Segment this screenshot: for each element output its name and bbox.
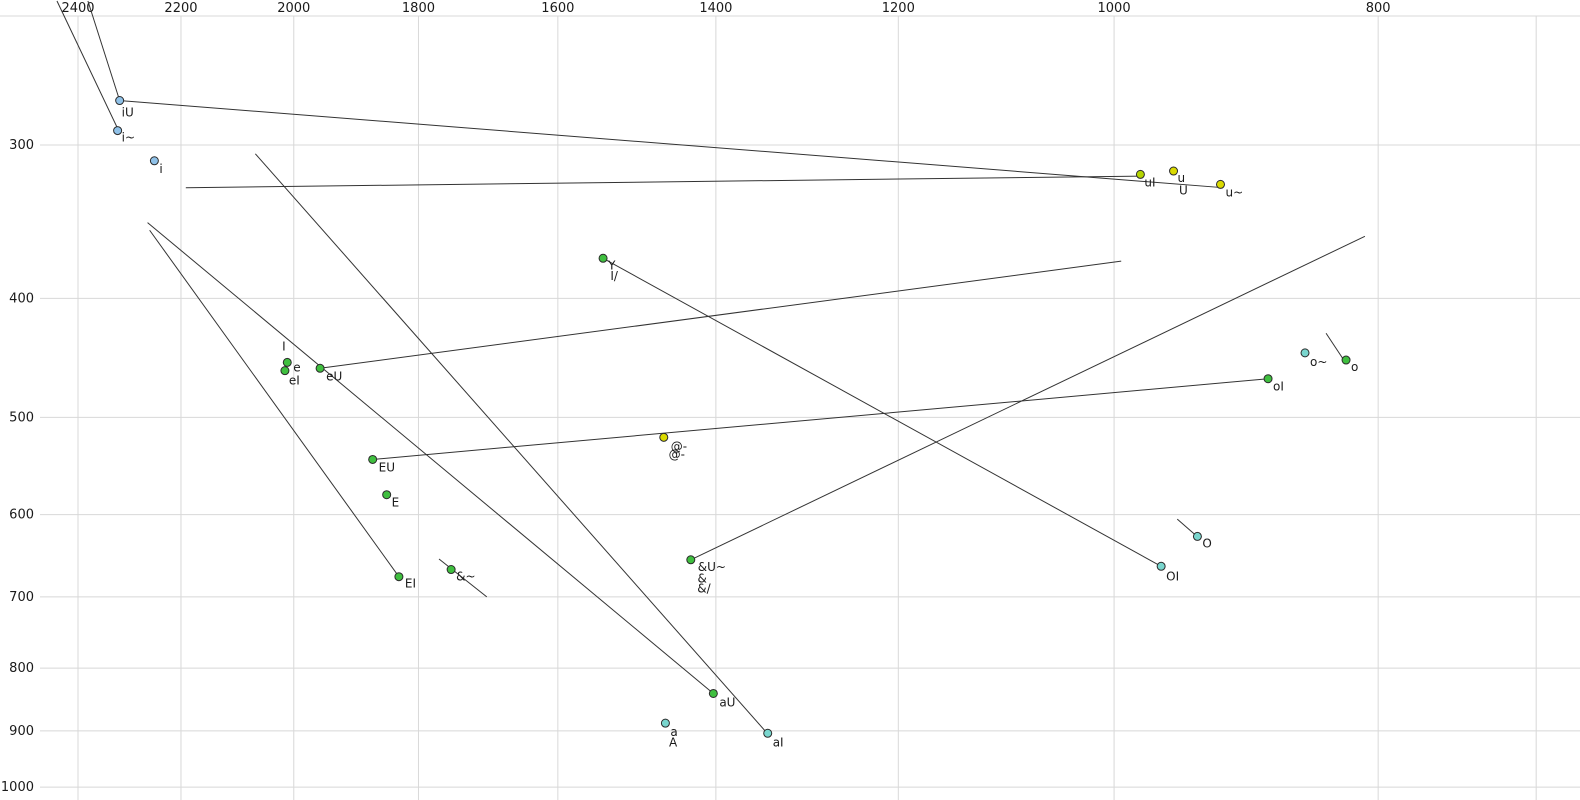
trajectory-line-4 xyxy=(254,153,769,735)
vowel-label-eU: eU xyxy=(326,369,342,383)
gridlines xyxy=(0,15,1580,800)
vowel-point-EU xyxy=(368,454,378,464)
y-tick-label-900: 900 xyxy=(9,724,34,739)
vowel-label-a: a xyxy=(670,725,677,739)
y-tick-label-1000: 1000 xyxy=(1,780,34,795)
vowel-point-e xyxy=(282,357,292,367)
vowel-point-aU xyxy=(708,688,718,698)
vowel-label-&: & xyxy=(697,572,706,586)
y-tick-label-400: 400 xyxy=(9,291,34,306)
vowel-label-u~: u~ xyxy=(1225,185,1243,199)
x-tick-label-2000: 2000 xyxy=(277,1,310,16)
vowel-point-&~ xyxy=(446,565,456,575)
y-tick-label-800: 800 xyxy=(9,661,34,676)
vowel-label-eI: eI xyxy=(289,374,300,388)
vowel-point-o~ xyxy=(1300,348,1310,358)
vowel-point-eU xyxy=(315,363,325,373)
vowel-point-i xyxy=(149,156,159,166)
vowel-point-EI xyxy=(394,572,404,582)
y-tick-label-600: 600 xyxy=(9,508,34,523)
vowel-label-i: i xyxy=(159,162,162,176)
x-tick-label-1800: 1800 xyxy=(402,1,435,16)
vowel-point-&U~ xyxy=(686,555,696,565)
trajectory-line-2 xyxy=(119,100,1224,189)
trajectory-line-3 xyxy=(185,175,1142,189)
vowel-point-OI xyxy=(1156,561,1166,571)
trajectory-line-0 xyxy=(56,0,120,131)
vowel-point-eI xyxy=(280,366,290,376)
vowel-point-u~ xyxy=(1215,179,1225,189)
y-tick-label-300: 300 xyxy=(9,138,34,153)
trajectory-line-9 xyxy=(1176,518,1197,536)
x-tick-label-1400: 1400 xyxy=(699,1,732,16)
vowel-label-iU: iU xyxy=(122,106,134,120)
vowel-label-e: e xyxy=(293,360,300,374)
trajectory-line-1 xyxy=(87,0,121,101)
x-tick-label-800: 800 xyxy=(1366,1,1391,16)
trajectory-line-13 xyxy=(602,257,1162,567)
vowel-label-Y: Y xyxy=(607,258,616,272)
vowel-label-uI: uI xyxy=(1144,175,1155,189)
axis-tick-labels: 2400 2200 2000 1800 1600 1400 1200 1000 800 300 40… xyxy=(1,1,1391,795)
vowel-point-oI xyxy=(1263,374,1273,384)
vowel-point-i~ xyxy=(113,126,123,136)
y-tick-label-500: 500 xyxy=(9,410,34,425)
vowel-point-u xyxy=(1169,166,1179,176)
vowel-point-Y xyxy=(598,253,608,263)
vowel-label-E: E xyxy=(392,496,400,510)
vowel-point-@- xyxy=(659,432,669,442)
vowel-label-U: U xyxy=(1179,184,1188,198)
vowel-label-O: O xyxy=(1202,536,1211,550)
vowel-point-uI xyxy=(1135,169,1145,179)
x-tick-label-1200: 1200 xyxy=(882,1,915,16)
vowel-point-o xyxy=(1341,355,1351,365)
x-tick-label-2400: 2400 xyxy=(61,1,94,16)
trajectory-line-5 xyxy=(147,222,714,694)
vowel-label-i~: i~ xyxy=(122,131,135,145)
vowel-label-aU: aU xyxy=(719,695,735,709)
trajectory-line-10 xyxy=(690,235,1366,561)
x-tick-label-1600: 1600 xyxy=(541,1,574,16)
vowel-point-aI xyxy=(763,728,773,738)
vowel-label-OI: OI xyxy=(1166,569,1179,583)
x-tick-label-1000: 1000 xyxy=(1098,1,1131,16)
vowel-label-&U~: &U~ xyxy=(698,560,726,574)
trajectory-line-6 xyxy=(149,229,400,577)
trajectory-line-11 xyxy=(320,260,1122,369)
vowel-label-I: I xyxy=(282,339,286,353)
trajectory-line-12 xyxy=(372,378,1269,460)
vowel-label-o~: o~ xyxy=(1310,355,1327,369)
trajectory-line-7 xyxy=(438,558,488,598)
vowel-label-oI: oI xyxy=(1273,380,1284,394)
vowel-label-EI: EI xyxy=(405,577,416,591)
vowel-label-&/: &/ xyxy=(697,582,711,596)
vowel-label-u: u xyxy=(1178,171,1186,185)
vowel-label-@-: @- xyxy=(669,447,685,461)
y-tick-label-700: 700 xyxy=(9,590,34,605)
trajectory-lines xyxy=(56,0,1366,735)
trajectory-line-8 xyxy=(1325,332,1346,362)
vowel-point-iU xyxy=(115,96,125,106)
vowel-label-A: A xyxy=(669,735,678,749)
x-tick-label-2200: 2200 xyxy=(164,1,197,16)
vowel-label-I/: I/ xyxy=(610,269,619,283)
vowel-label-o: o xyxy=(1351,360,1358,374)
vowel-point-O xyxy=(1192,531,1202,541)
vowel-point-a xyxy=(660,718,670,728)
vowel-point-E xyxy=(382,490,392,500)
vowel-label-EU: EU xyxy=(379,460,395,474)
vowel-label-@-: @- xyxy=(671,439,687,453)
vowel-label-aI: aI xyxy=(773,735,784,749)
vowel-label-&~: &~ xyxy=(456,570,475,584)
